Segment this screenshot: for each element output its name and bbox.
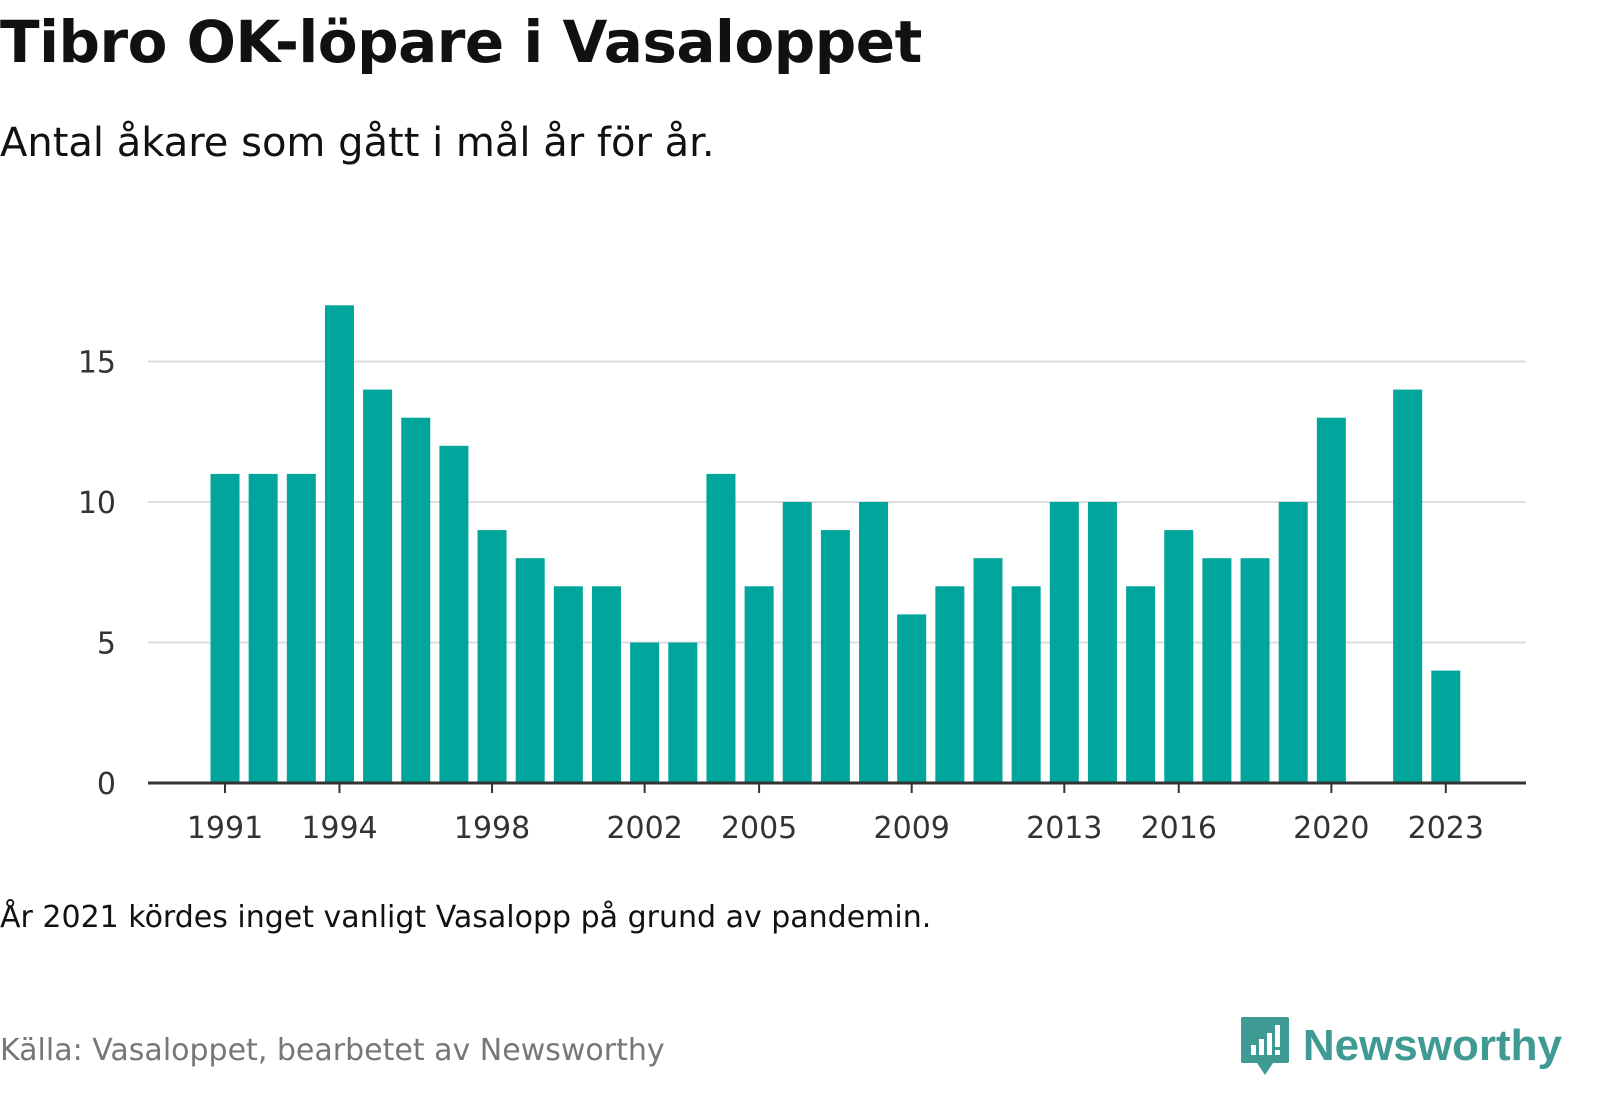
- bar-2008: [859, 502, 889, 783]
- bar-2009: [897, 614, 927, 783]
- x-tick-label-2023: 2023: [1408, 811, 1484, 846]
- bar-2006: [782, 502, 812, 783]
- x-tick-label-2009: 2009: [874, 811, 950, 846]
- chart-title: Tibro OK-löpare i Vasaloppet: [0, 8, 922, 76]
- bar-1991: [210, 473, 240, 783]
- bar-2005: [744, 586, 774, 783]
- x-tick-label-2020: 2020: [1293, 811, 1369, 846]
- x-tick-label-1991: 1991: [187, 811, 263, 846]
- bar-1996: [401, 417, 431, 783]
- source-credit: Källa: Vasaloppet, bearbetet av Newswort…: [0, 1033, 665, 1068]
- bar-2002: [630, 642, 660, 783]
- bar-1994: [324, 305, 354, 783]
- bar-1998: [477, 530, 507, 783]
- bar-2003: [668, 642, 698, 783]
- bar-2004: [706, 473, 736, 783]
- bar-2012: [1011, 586, 1041, 783]
- bar-1993: [286, 473, 316, 783]
- x-tick-label-2013: 2013: [1026, 811, 1102, 846]
- bar-2017: [1202, 558, 1232, 783]
- chart-subtitle: Antal åkare som gått i mål år för år.: [0, 120, 715, 166]
- bar-2011: [973, 558, 1003, 783]
- x-tick-label-1994: 1994: [301, 811, 377, 846]
- bar-2016: [1164, 530, 1194, 783]
- x-tick-label-2005: 2005: [721, 811, 797, 846]
- bar-2014: [1087, 502, 1117, 783]
- x-tick-label-2002: 2002: [606, 811, 682, 846]
- bar-1999: [515, 558, 545, 783]
- bar-2020: [1316, 417, 1346, 783]
- y-tick-label-15: 15: [78, 346, 116, 381]
- bar-2010: [935, 586, 965, 783]
- bar-2023: [1431, 670, 1461, 783]
- y-tick-label-10: 10: [78, 486, 116, 521]
- x-tick-label-2016: 2016: [1141, 811, 1217, 846]
- x-tick-label-1998: 1998: [454, 811, 530, 846]
- bar-2001: [592, 586, 621, 783]
- brand-name: Newsworthy: [1302, 1021, 1562, 1070]
- bar-1992: [248, 473, 278, 783]
- newsworthy-logo: Newsworthy: [1239, 1015, 1562, 1077]
- y-tick-label-5: 5: [97, 627, 116, 662]
- bar-2022: [1393, 389, 1423, 783]
- chart-note: År 2021 kördes inget vanligt Vasalopp på…: [0, 900, 932, 935]
- bar-2007: [820, 530, 850, 783]
- bar-2000: [553, 586, 583, 783]
- bar-1995: [363, 389, 393, 783]
- bar-2018: [1240, 558, 1270, 783]
- bar-2019: [1278, 502, 1308, 783]
- bar-2015: [1126, 586, 1156, 783]
- bar-1997: [439, 445, 469, 783]
- bar-2013: [1049, 502, 1079, 783]
- bar-chart: 0 5 10 15 1991 1994 1998 2002 2005 2009 2013 2016 20…: [78, 305, 1526, 846]
- y-tick-label-0: 0: [97, 767, 116, 802]
- newsworthy-logo-icon: [1240, 1017, 1289, 1075]
